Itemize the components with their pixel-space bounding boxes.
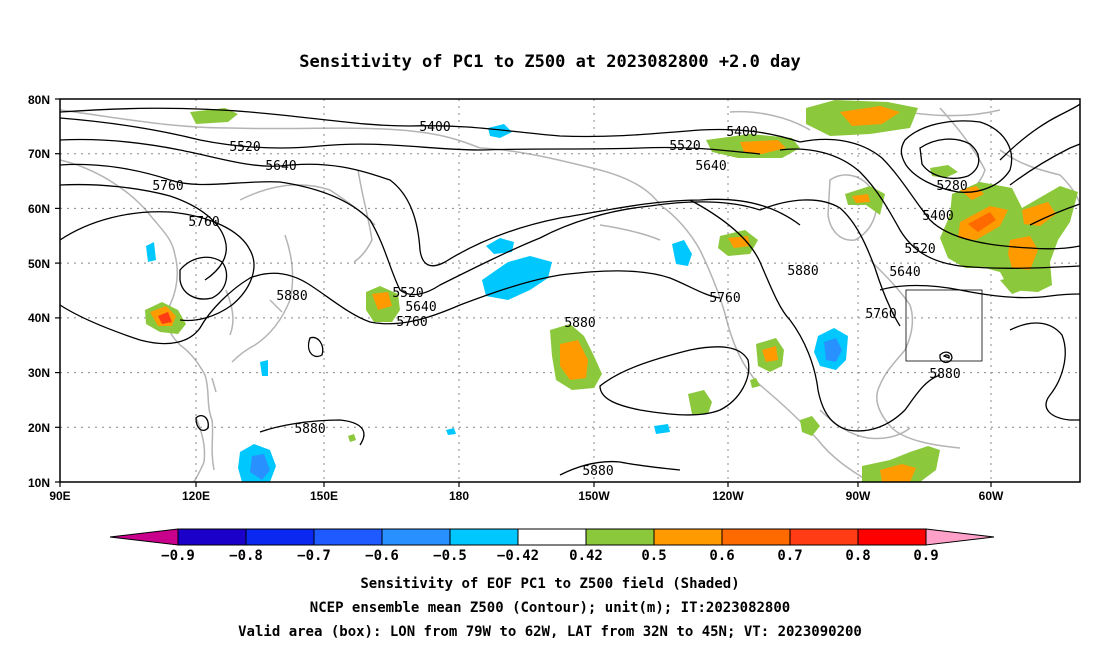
lon-label: 120E bbox=[182, 489, 210, 503]
longitude-labels: 90E 120E 150E 180 150W 120W 90W 60W bbox=[49, 489, 1004, 503]
colorbar-swatch bbox=[857, 528, 927, 546]
lon-label: 60W bbox=[979, 489, 1004, 503]
contour-label: 5880 bbox=[276, 289, 307, 304]
lat-label: 10N bbox=[28, 476, 50, 490]
colorbar-label: −0.7 bbox=[297, 548, 331, 564]
contour-label: 5760 bbox=[709, 291, 740, 306]
caption-line-2: NCEP ensemble mean Z500 (Contour); unit(… bbox=[310, 600, 790, 616]
map-frame bbox=[59, 98, 1081, 483]
colorbar-label: −0.9 bbox=[161, 548, 195, 564]
colorbar-high-end bbox=[925, 528, 995, 546]
colorbar-swatch bbox=[517, 528, 587, 546]
contour-label: 5400 bbox=[726, 125, 757, 140]
latitude-labels: 80N 70N 60N 50N 40N 30N 20N 10N bbox=[28, 93, 50, 490]
lon-label: 90E bbox=[49, 489, 70, 503]
valid-area-box bbox=[905, 289, 983, 362]
colorbar-swatch bbox=[245, 528, 315, 546]
contour-label: 5760 bbox=[865, 307, 896, 322]
map-panel: 5400 5520 5640 5760 5760 5880 5400 5520 … bbox=[28, 93, 1081, 503]
colorbar-label: 0.42 bbox=[569, 548, 603, 564]
lat-label: 20N bbox=[28, 421, 50, 435]
lon-label: 90W bbox=[846, 489, 871, 503]
lat-label: 50N bbox=[28, 257, 50, 271]
colorbar-low-end bbox=[109, 528, 179, 546]
map-title: Sensitivity of PC1 to Z500 at 2023082800… bbox=[299, 52, 801, 72]
contour-label: 5520 bbox=[904, 242, 935, 257]
contour-label: 5760 bbox=[188, 215, 219, 230]
contour-label: 5640 bbox=[889, 265, 920, 280]
contour-label: 5400 bbox=[419, 120, 450, 135]
contour-label: 5880 bbox=[582, 464, 613, 479]
colorbar: −0.9 −0.8 −0.7 −0.6 −0.5 −0.42 0.42 0.5 0.6 0.7 0.… bbox=[109, 528, 995, 564]
colorbar-label: 0.6 bbox=[709, 548, 734, 564]
contour-label: 5640 bbox=[405, 300, 436, 315]
colorbar-label: −0.6 bbox=[365, 548, 399, 564]
graticule bbox=[60, 99, 1080, 482]
contour-label: 5520 bbox=[392, 286, 423, 301]
colorbar-swatch bbox=[721, 528, 791, 546]
colorbar-swatch bbox=[789, 528, 859, 546]
colorbar-swatch bbox=[585, 528, 655, 546]
contour-label: 5760 bbox=[152, 179, 183, 194]
colorbar-swatch bbox=[449, 528, 519, 546]
contour-label: 5640 bbox=[695, 159, 726, 174]
lat-label: 70N bbox=[28, 147, 50, 161]
contour-label: 5280 bbox=[936, 179, 967, 194]
lat-label: 40N bbox=[28, 311, 50, 325]
caption-line-3: Valid area (box): LON from 79W to 62W, L… bbox=[238, 624, 862, 640]
contour-label: 5880 bbox=[564, 316, 595, 331]
contour-labels: 5400 5520 5640 5760 5760 5880 5400 5520 … bbox=[152, 120, 967, 479]
shaded-sensitivity bbox=[145, 100, 1078, 482]
contour-label: 5520 bbox=[669, 139, 700, 154]
axis-ticks bbox=[55, 98, 992, 487]
contour-label: 5760 bbox=[396, 315, 427, 330]
contour-label: 5640 bbox=[265, 159, 296, 174]
contour-label: 5880 bbox=[929, 367, 960, 382]
lat-label: 60N bbox=[28, 202, 50, 216]
colorbar-swatch bbox=[177, 528, 247, 546]
caption: Sensitivity of EOF PC1 to Z500 field (Sh… bbox=[238, 576, 862, 640]
lon-label: 150E bbox=[310, 489, 338, 503]
lon-label: 150W bbox=[578, 489, 610, 503]
lat-label: 80N bbox=[28, 93, 50, 107]
colorbar-label: 0.9 bbox=[913, 548, 938, 564]
colorbar-swatch bbox=[653, 528, 723, 546]
colorbar-swatch bbox=[381, 528, 451, 546]
colorbar-label: −0.8 bbox=[229, 548, 263, 564]
lon-label: 120W bbox=[712, 489, 744, 503]
contour-label: 5520 bbox=[229, 140, 260, 155]
colorbar-label: −0.5 bbox=[433, 548, 467, 564]
colorbar-label: 0.8 bbox=[845, 548, 870, 564]
caption-line-1: Sensitivity of EOF PC1 to Z500 field (Sh… bbox=[360, 576, 739, 592]
colorbar-label: 0.7 bbox=[777, 548, 802, 564]
contour-label: 5880 bbox=[787, 264, 818, 279]
colorbar-label: 0.5 bbox=[641, 548, 666, 564]
lat-label: 30N bbox=[28, 366, 50, 380]
contour-label: 5880 bbox=[294, 422, 325, 437]
lon-label: 180 bbox=[449, 489, 469, 503]
colorbar-swatch bbox=[313, 528, 383, 546]
contour-label: 5400 bbox=[922, 209, 953, 224]
colorbar-label: −0.42 bbox=[497, 548, 539, 564]
